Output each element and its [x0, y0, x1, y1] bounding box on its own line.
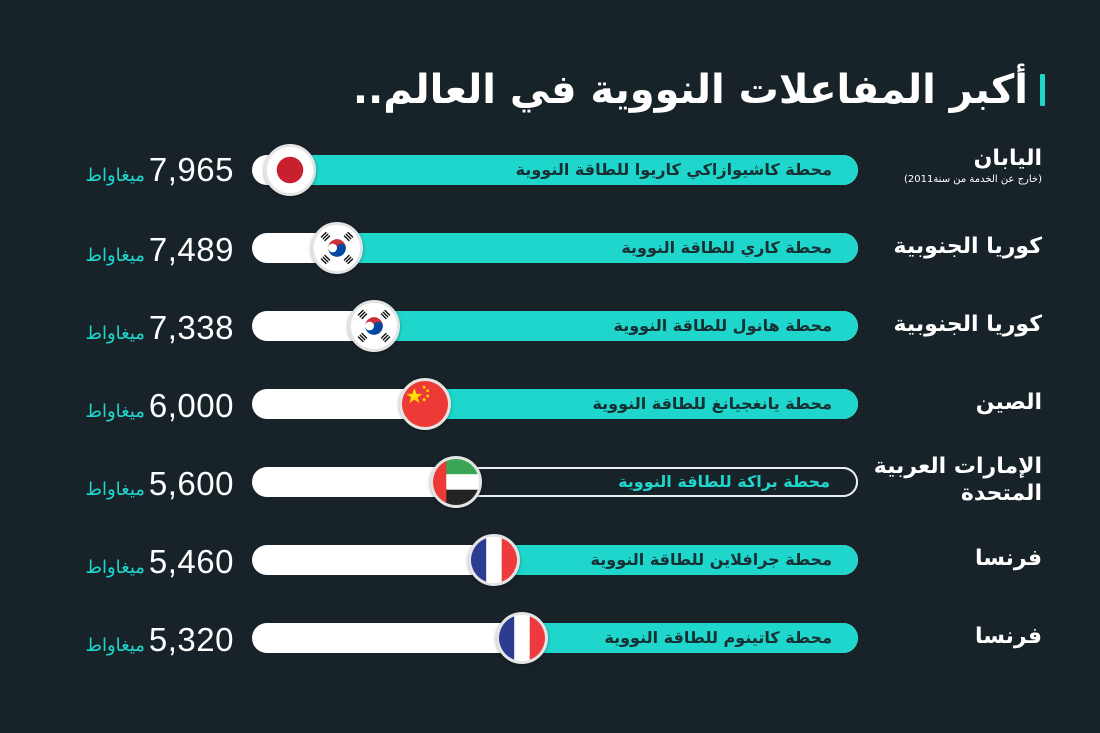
- title-accent-bar: [1040, 74, 1045, 106]
- plant-name: محطة كاتينوم للطاقة النووية: [604, 628, 832, 647]
- bar-track: محطة يانغجيانغ للطاقة النووية: [252, 389, 858, 419]
- unit-label: ميغاواط: [85, 635, 145, 656]
- bar-track: محطة كاتينوم للطاقة النووية: [252, 623, 858, 653]
- japan-flag-icon: [264, 144, 316, 196]
- page-title: أكبر المفاعلات النووية في العالم..: [352, 67, 1028, 113]
- plant-name: محطة كاشيوازاكي كاريوا للطاقة النووية: [515, 160, 832, 179]
- chart-row: اليابان (خارج عن الخدمة من سنة2011) محطة…: [0, 131, 1100, 209]
- value-number: 5,460: [148, 543, 234, 580]
- bar-fill-outlined: محطة براكة للطاقة النووية: [456, 467, 858, 497]
- unit-label: ميغاواط: [85, 401, 145, 422]
- unit-label: ميغاواط: [85, 245, 145, 266]
- plant-name: محطة جرافلاين للطاقة النووية: [590, 550, 832, 569]
- title-block: أكبر المفاعلات النووية في العالم..: [353, 62, 1045, 118]
- country-label: الصين: [867, 389, 1042, 417]
- south-korea-flag-icon: [311, 222, 363, 274]
- country-note: (خارج عن الخدمة من سنة2011): [903, 174, 1042, 185]
- bar-track: محطة براكة للطاقة النووية: [252, 467, 858, 497]
- unit-label: ميغاواط: [85, 479, 145, 500]
- value-number: 7,489: [148, 231, 234, 268]
- value-block: ميغاواط 7,338: [85, 309, 234, 347]
- country-name: كوريا الجنوبية: [893, 312, 1042, 337]
- chart-row-highlighted: الإمارات العربية المتحدة محطة براكة للطا…: [0, 443, 1100, 521]
- chart-row: الصين محطة يانغجيانغ للطاقة النووية ميغا…: [0, 365, 1100, 443]
- country-label: كوريا الجنوبية: [867, 311, 1042, 339]
- country-label: كوريا الجنوبية: [867, 233, 1042, 261]
- bar-track: محطة كاشيوازاكي كاريوا للطاقة النووية: [252, 155, 858, 185]
- bar-fill: محطة كاشيوازاكي كاريوا للطاقة النووية: [290, 155, 858, 185]
- value-number: 5,600: [148, 465, 234, 502]
- country-name: الصين: [975, 390, 1042, 415]
- bar-track: محطة هانول للطاقة النووية: [252, 311, 858, 341]
- value-block: ميغاواط 5,320: [85, 621, 234, 659]
- bar-fill: محطة كاري للطاقة النووية: [337, 233, 858, 263]
- country-label: فرنسا: [867, 545, 1042, 573]
- unit-label: ميغاواط: [85, 323, 145, 344]
- chart-row: فرنسا محطة كاتينوم للطاقة النووية ميغاوا…: [0, 599, 1100, 677]
- country-label: اليابان (خارج عن الخدمة من سنة2011): [867, 145, 1042, 187]
- china-flag-icon: [399, 378, 451, 430]
- chart-row: كوريا الجنوبية محطة كاري للطاقة النووية …: [0, 209, 1100, 287]
- country-name: الإمارات العربية المتحدة: [873, 454, 1042, 506]
- bar-fill: محطة كاتينوم للطاقة النووية: [522, 623, 858, 653]
- france-flag-icon: [496, 612, 548, 664]
- country-name: فرنسا: [975, 546, 1042, 571]
- country-label: فرنسا: [867, 623, 1042, 651]
- plant-name: محطة يانغجيانغ للطاقة النووية: [592, 394, 832, 413]
- plant-name: محطة هانول للطاقة النووية: [613, 316, 832, 335]
- uae-flag-icon: [430, 456, 482, 508]
- value-block: ميغاواط 6,000: [85, 387, 234, 425]
- plant-name: محطة براكة للطاقة النووية: [618, 472, 830, 491]
- value-block: ميغاواط 7,489: [85, 231, 234, 269]
- country-name: اليابان: [973, 146, 1042, 171]
- bar-fill: محطة يانغجيانغ للطاقة النووية: [425, 389, 858, 419]
- plant-name: محطة كاري للطاقة النووية: [621, 238, 832, 257]
- country-name: فرنسا: [975, 624, 1042, 649]
- value-block: ميغاواط 5,600: [85, 465, 234, 503]
- chart-row: فرنسا محطة جرافلاين للطاقة النووية ميغاو…: [0, 521, 1100, 599]
- south-korea-flag-icon: [348, 300, 400, 352]
- bar-fill: محطة جرافلاين للطاقة النووية: [494, 545, 858, 575]
- value-number: 6,000: [148, 387, 234, 424]
- value-block: ميغاواط 7,965: [85, 151, 234, 189]
- value-block: ميغاواط 5,460: [85, 543, 234, 581]
- bar-track: محطة جرافلاين للطاقة النووية: [252, 545, 858, 575]
- chart-row: كوريا الجنوبية محطة هانول للطاقة النووية…: [0, 287, 1100, 365]
- value-number: 7,338: [148, 309, 234, 346]
- bar-fill: محطة هانول للطاقة النووية: [374, 311, 858, 341]
- country-label: الإمارات العربية المتحدة: [867, 453, 1042, 507]
- value-number: 5,320: [148, 621, 234, 658]
- france-flag-icon: [468, 534, 520, 586]
- value-number: 7,965: [148, 151, 234, 188]
- unit-label: ميغاواط: [85, 165, 145, 186]
- unit-label: ميغاواط: [85, 557, 145, 578]
- country-name: كوريا الجنوبية: [893, 234, 1042, 259]
